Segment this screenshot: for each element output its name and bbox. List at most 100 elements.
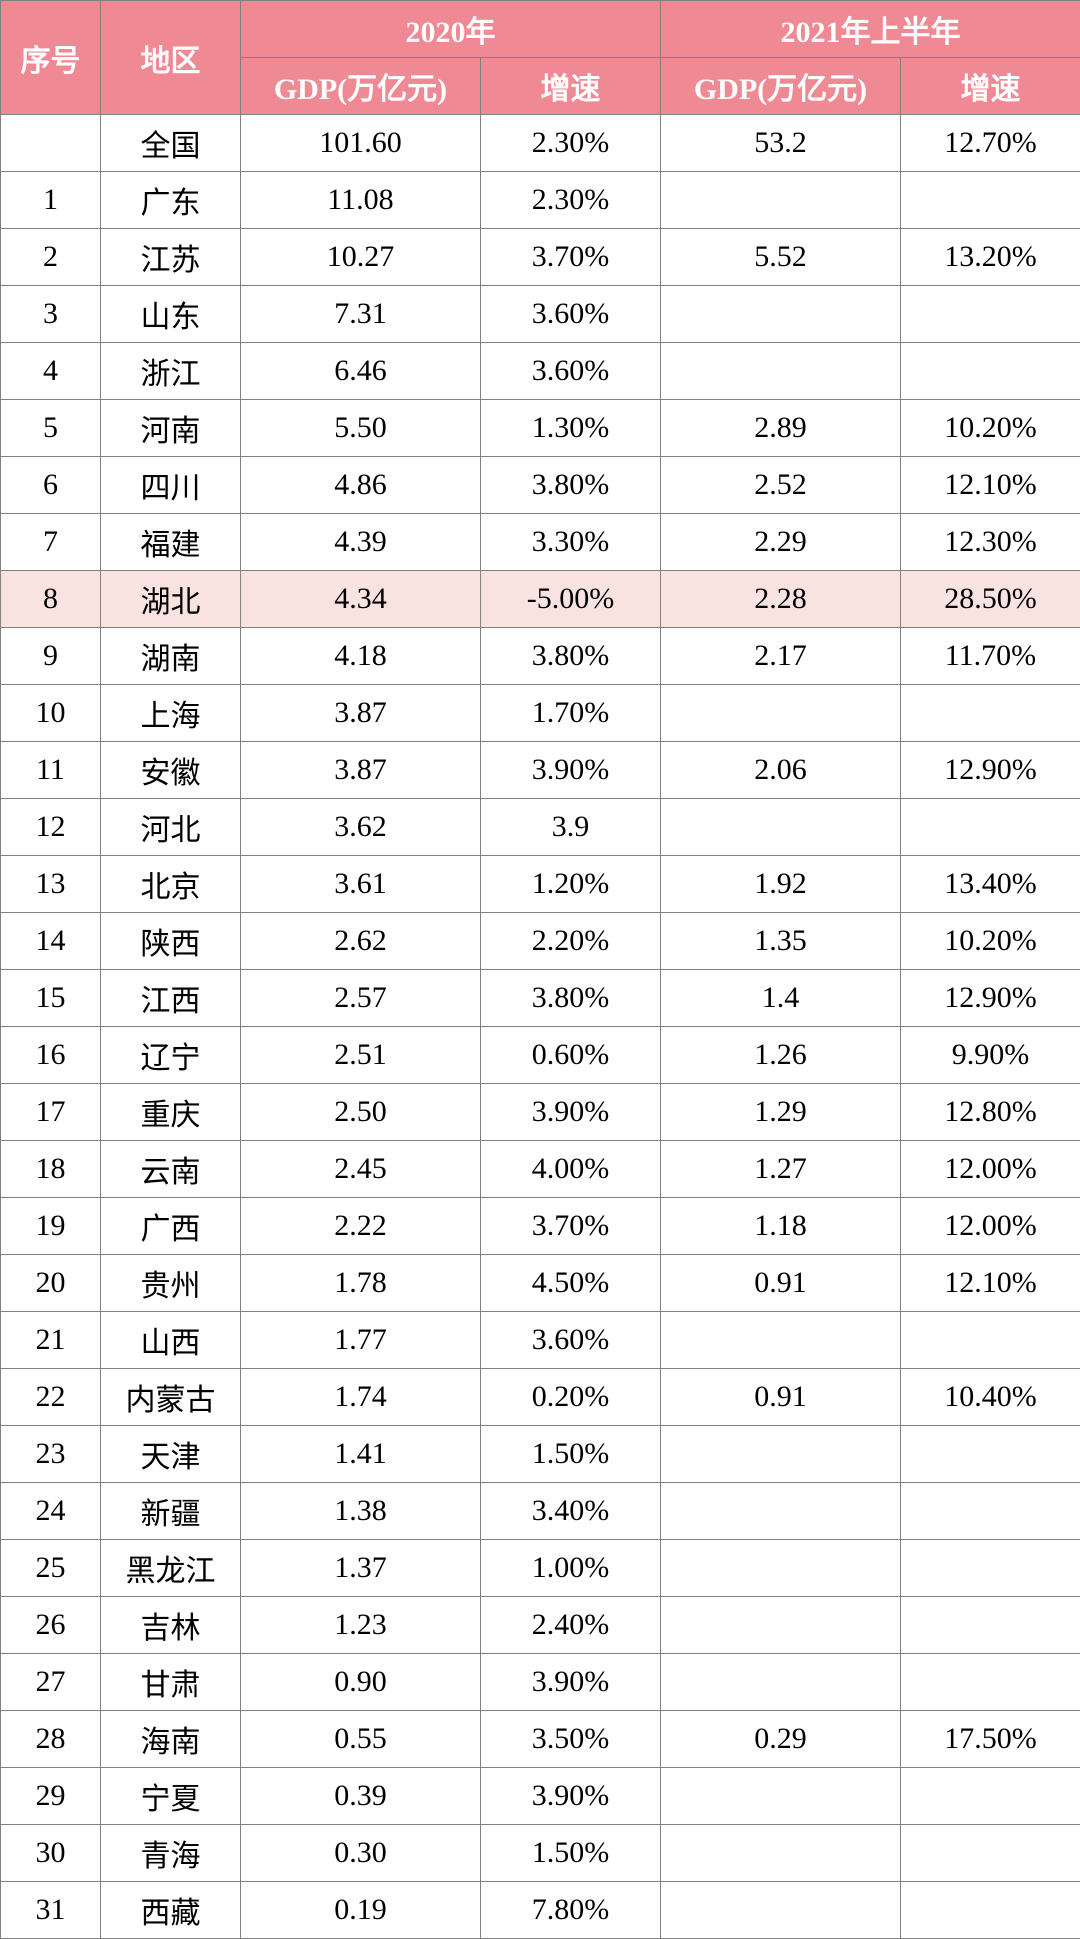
cell-growth-2020: -5.00% [481, 571, 661, 628]
cell-gdp-2021 [661, 1825, 901, 1882]
cell-gdp-2020: 0.30 [241, 1825, 481, 1882]
cell-gdp-2020: 0.19 [241, 1882, 481, 1939]
cell-seq: 11 [1, 742, 101, 799]
cell-gdp-2020: 4.39 [241, 514, 481, 571]
cell-gdp-2020: 2.51 [241, 1027, 481, 1084]
cell-seq: 12 [1, 799, 101, 856]
cell-seq: 15 [1, 970, 101, 1027]
table-row: 26吉林1.232.40% [1, 1597, 1080, 1654]
cell-gdp-2020: 1.77 [241, 1312, 481, 1369]
table-row: 22内蒙古1.740.20%0.9110.40% [1, 1369, 1080, 1426]
cell-growth-2021 [901, 1768, 1080, 1825]
cell-region: 广东 [101, 172, 241, 229]
cell-gdp-2021: 1.29 [661, 1084, 901, 1141]
cell-gdp-2021: 1.18 [661, 1198, 901, 1255]
cell-gdp-2020: 2.50 [241, 1084, 481, 1141]
cell-region: 浙江 [101, 343, 241, 400]
cell-seq: 22 [1, 1369, 101, 1426]
cell-gdp-2020: 3.87 [241, 742, 481, 799]
cell-growth-2021: 12.00% [901, 1198, 1080, 1255]
cell-gdp-2020: 1.38 [241, 1483, 481, 1540]
cell-region: 四川 [101, 457, 241, 514]
cell-gdp-2020: 1.37 [241, 1540, 481, 1597]
table-row: 3山东7.313.60% [1, 286, 1080, 343]
cell-region: 重庆 [101, 1084, 241, 1141]
cell-gdp-2021: 0.91 [661, 1255, 901, 1312]
cell-region: 甘肃 [101, 1654, 241, 1711]
cell-growth-2021 [901, 343, 1080, 400]
table-row: 4浙江6.463.60% [1, 343, 1080, 400]
table-row: 6四川4.863.80%2.5212.10% [1, 457, 1080, 514]
cell-gdp-2021 [661, 1654, 901, 1711]
table-row: 17重庆2.503.90%1.2912.80% [1, 1084, 1080, 1141]
cell-growth-2020: 3.40% [481, 1483, 661, 1540]
cell-growth-2021 [901, 799, 1080, 856]
cell-growth-2020: 3.70% [481, 1198, 661, 1255]
cell-growth-2020: 3.80% [481, 457, 661, 514]
cell-gdp-2021 [661, 1540, 901, 1597]
cell-seq: 21 [1, 1312, 101, 1369]
cell-region: 宁夏 [101, 1768, 241, 1825]
cell-gdp-2020: 4.86 [241, 457, 481, 514]
cell-growth-2021: 9.90% [901, 1027, 1080, 1084]
table-row: 21山西1.773.60% [1, 1312, 1080, 1369]
cell-gdp-2020: 4.18 [241, 628, 481, 685]
table-row: 14陕西2.622.20%1.3510.20% [1, 913, 1080, 970]
table-row: 29宁夏0.393.90% [1, 1768, 1080, 1825]
cell-growth-2020: 1.50% [481, 1825, 661, 1882]
col-growth-2020: 增速 [481, 58, 661, 115]
cell-growth-2021: 17.50% [901, 1711, 1080, 1768]
cell-region: 上海 [101, 685, 241, 742]
cell-seq: 27 [1, 1654, 101, 1711]
table-row: 27甘肃0.903.90% [1, 1654, 1080, 1711]
cell-growth-2020: 1.20% [481, 856, 661, 913]
cell-seq: 16 [1, 1027, 101, 1084]
cell-gdp-2021: 2.17 [661, 628, 901, 685]
cell-seq: 5 [1, 400, 101, 457]
cell-growth-2020: 2.40% [481, 1597, 661, 1654]
cell-gdp-2020: 1.74 [241, 1369, 481, 1426]
cell-gdp-2020: 10.27 [241, 229, 481, 286]
cell-growth-2020: 1.00% [481, 1540, 661, 1597]
cell-growth-2021 [901, 1483, 1080, 1540]
cell-growth-2021 [901, 1825, 1080, 1882]
table-row: 31西藏0.197.80% [1, 1882, 1080, 1939]
cell-gdp-2020: 2.22 [241, 1198, 481, 1255]
cell-growth-2021: 12.10% [901, 1255, 1080, 1312]
cell-region: 湖南 [101, 628, 241, 685]
cell-growth-2021: 12.90% [901, 970, 1080, 1027]
cell-seq: 1 [1, 172, 101, 229]
cell-region: 河南 [101, 400, 241, 457]
cell-seq: 3 [1, 286, 101, 343]
col-growth-2021: 增速 [901, 58, 1080, 115]
cell-region: 河北 [101, 799, 241, 856]
cell-gdp-2020: 0.90 [241, 1654, 481, 1711]
cell-growth-2021: 10.40% [901, 1369, 1080, 1426]
cell-seq: 30 [1, 1825, 101, 1882]
col-gdp-2021: GDP(万亿元) [661, 58, 901, 115]
table-row: 8湖北4.34-5.00%2.2828.50% [1, 571, 1080, 628]
cell-seq: 23 [1, 1426, 101, 1483]
table-row: 19广西2.223.70%1.1812.00% [1, 1198, 1080, 1255]
cell-region: 内蒙古 [101, 1369, 241, 1426]
cell-gdp-2020: 3.61 [241, 856, 481, 913]
cell-gdp-2020: 3.87 [241, 685, 481, 742]
cell-region: 贵州 [101, 1255, 241, 1312]
table-row: 13北京3.611.20%1.9213.40% [1, 856, 1080, 913]
cell-region: 北京 [101, 856, 241, 913]
cell-gdp-2021 [661, 1483, 901, 1540]
cell-gdp-2020: 1.41 [241, 1426, 481, 1483]
cell-seq: 26 [1, 1597, 101, 1654]
cell-seq: 25 [1, 1540, 101, 1597]
table-row: 10上海3.871.70% [1, 685, 1080, 742]
cell-gdp-2021 [661, 685, 901, 742]
table-row: 9湖南4.183.80%2.1711.70% [1, 628, 1080, 685]
cell-gdp-2020: 1.78 [241, 1255, 481, 1312]
cell-growth-2020: 2.20% [481, 913, 661, 970]
cell-growth-2021: 11.70% [901, 628, 1080, 685]
cell-gdp-2021 [661, 1768, 901, 1825]
cell-gdp-2021: 1.92 [661, 856, 901, 913]
cell-growth-2021 [901, 1312, 1080, 1369]
cell-region: 全国 [101, 115, 241, 172]
table-header: 序号 地区 2020年 2021年上半年 GDP(万亿元) 增速 GDP(万亿元… [1, 1, 1080, 115]
